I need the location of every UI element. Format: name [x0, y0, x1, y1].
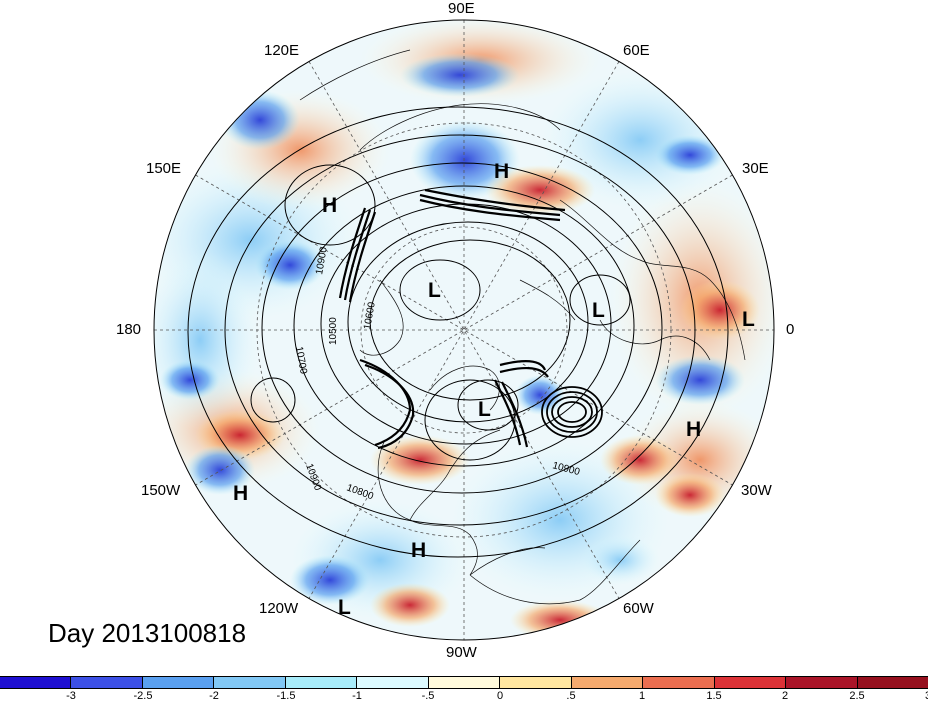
- colorbar-tick-label: -3: [66, 690, 76, 702]
- colorbar-swatch: [213, 677, 285, 688]
- lon-label-180: 180: [116, 321, 142, 338]
- colorbar-swatch: [284, 677, 357, 688]
- colorbar-tick-label: 2.5: [849, 690, 865, 702]
- anomaly-field: [154, 20, 774, 640]
- lon-label-90w: 90W: [446, 644, 477, 661]
- colorbar-swatch: [141, 677, 214, 688]
- lon-label-120e: 120E: [264, 42, 300, 59]
- lon-label-30e: 30E: [742, 160, 769, 177]
- height-contours: [187, 106, 729, 558]
- lon-label-150e: 150E: [146, 160, 182, 177]
- lon-label-150w: 150W: [141, 482, 181, 499]
- colorbar: [0, 676, 928, 689]
- colorbar-tick-label: -.5: [421, 690, 435, 702]
- high-pressure-label: H: [494, 160, 509, 183]
- colorbar-tick-label: 0: [496, 690, 504, 702]
- colorbar-swatch: [356, 677, 428, 688]
- colorbar-swatch: [499, 677, 571, 688]
- graticule: [154, 20, 774, 640]
- colorbar-tick-label: -2.5: [133, 690, 153, 702]
- colorbar-tick-label: 2: [781, 690, 789, 702]
- low-pressure-label: L: [742, 308, 755, 331]
- contour-label: 10600: [362, 301, 378, 331]
- map-boundary: [153, 19, 775, 641]
- colorbar-swatch: [0, 677, 71, 688]
- high-pressure-label: H: [411, 539, 426, 562]
- colorbar-tick-label: -1.5: [276, 690, 296, 702]
- high-pressure-label: H: [322, 194, 337, 217]
- colorbar-swatch: [785, 677, 857, 688]
- colorbar-ticks: -3 -2.5 -2 -1.5 -1 -.5 0 .5 1 1.5 2 2.5 3: [0, 690, 928, 702]
- colorbar-tick-label: 3: [925, 690, 928, 702]
- lon-label-60e: 60E: [623, 42, 650, 59]
- lon-label-90e: 90E: [448, 0, 475, 17]
- colorbar-tick-label: 1.5: [706, 690, 722, 702]
- colorbar-swatch: [642, 677, 714, 688]
- low-pressure-label: L: [592, 299, 605, 322]
- high-pressure-label: H: [686, 418, 701, 441]
- lon-label-30w: 30W: [741, 482, 772, 499]
- pressure-markers: H H L L L L H H H L: [233, 160, 755, 619]
- low-pressure-label: L: [478, 398, 491, 421]
- high-pressure-label: H: [233, 482, 248, 505]
- contour-label: 10500: [328, 317, 339, 345]
- colorbar-swatch: [427, 677, 500, 688]
- low-pressure-label: L: [338, 596, 351, 619]
- colorbar-swatch: [70, 677, 142, 688]
- low-pressure-label: L: [428, 279, 441, 302]
- colorbar-tick-label: .5: [566, 690, 576, 702]
- colorbar-swatch: [713, 677, 786, 688]
- contour-label: 10700: [293, 346, 309, 376]
- polar-map: 10900 10700 10500 10600 10900 10800 1090…: [153, 19, 775, 641]
- day-label: Day 2013100818: [48, 618, 247, 648]
- lon-label-0: 0: [786, 321, 795, 338]
- colorbar-tick-label: 1: [638, 690, 646, 702]
- lon-label-60w: 60W: [623, 600, 654, 617]
- colorbar-swatch: [856, 677, 928, 688]
- lon-label-120w: 120W: [259, 600, 299, 617]
- contour-label: 10900: [314, 246, 330, 276]
- coastlines: [299, 49, 746, 605]
- colorbar-tick-label: -2: [209, 690, 219, 702]
- colorbar-tick-label: -1: [352, 690, 362, 702]
- colorbar-swatch: [570, 677, 643, 688]
